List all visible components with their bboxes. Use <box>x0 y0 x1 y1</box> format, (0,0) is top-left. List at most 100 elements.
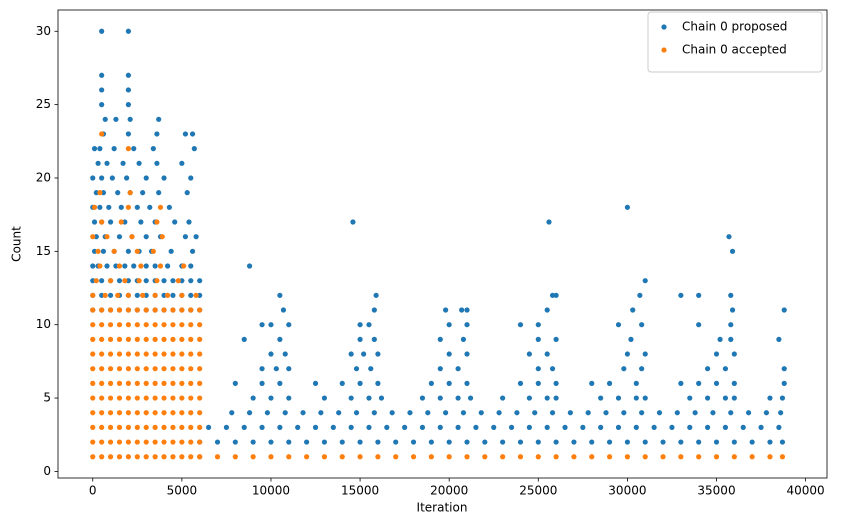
data-point <box>150 146 156 152</box>
data-point <box>428 454 434 460</box>
data-point <box>393 439 399 445</box>
data-point <box>633 424 639 430</box>
data-point <box>729 307 736 313</box>
data-point <box>90 175 96 181</box>
legend-label: Chain 0 accepted <box>682 43 787 57</box>
data-point <box>197 410 203 416</box>
data-point <box>639 410 645 416</box>
legend-marker <box>661 24 667 30</box>
data-point <box>188 395 194 401</box>
data-point <box>464 322 470 328</box>
data-point <box>125 28 131 34</box>
data-point <box>152 292 158 298</box>
data-point <box>91 204 98 210</box>
data-point <box>250 439 256 445</box>
data-point <box>598 424 604 430</box>
data-point <box>90 410 96 416</box>
data-point <box>197 351 203 357</box>
data-point <box>535 454 541 460</box>
data-point <box>348 351 354 357</box>
data-point <box>188 424 194 430</box>
data-point <box>535 322 541 328</box>
data-point <box>170 366 176 372</box>
data-point <box>107 292 114 298</box>
data-point <box>464 307 470 313</box>
data-point <box>197 322 203 328</box>
data-point <box>107 395 114 401</box>
data-point <box>116 234 123 240</box>
data-point <box>639 322 645 328</box>
data-point <box>168 248 174 254</box>
data-point <box>116 439 123 445</box>
data-point <box>189 248 196 254</box>
data-point <box>633 395 639 401</box>
data-point <box>197 307 203 313</box>
data-point <box>161 380 167 386</box>
data-point <box>491 424 497 430</box>
data-point <box>366 322 372 328</box>
data-point <box>446 439 452 445</box>
data-point <box>749 439 755 445</box>
data-point <box>366 395 372 401</box>
data-point <box>535 336 541 342</box>
data-point <box>106 204 112 210</box>
data-point <box>729 248 736 254</box>
data-point <box>312 380 319 386</box>
data-point <box>143 380 149 386</box>
data-point <box>229 410 235 416</box>
data-point <box>446 454 452 460</box>
data-point <box>134 204 140 210</box>
data-point <box>107 336 114 342</box>
data-point <box>630 307 636 313</box>
data-point <box>90 336 96 342</box>
plot-marks <box>90 28 787 460</box>
data-point <box>197 439 203 445</box>
data-point <box>639 366 645 372</box>
data-point <box>728 410 734 416</box>
data-point <box>589 454 595 460</box>
data-point <box>710 410 716 416</box>
data-point <box>179 160 185 166</box>
data-point <box>122 278 128 284</box>
data-point <box>353 410 360 416</box>
data-point <box>726 234 732 240</box>
data-point <box>553 395 559 401</box>
data-point <box>624 204 630 210</box>
data-point <box>186 219 192 225</box>
data-point <box>93 190 99 196</box>
data-point <box>197 454 203 460</box>
data-point <box>678 439 684 445</box>
data-point <box>188 307 194 313</box>
data-point <box>107 219 114 225</box>
data-point <box>124 175 130 181</box>
data-point <box>425 410 431 416</box>
data-point <box>161 366 167 372</box>
data-point <box>615 424 622 430</box>
data-point <box>286 322 292 328</box>
data-point <box>107 454 114 460</box>
data-point <box>205 424 212 430</box>
data-point <box>170 380 176 386</box>
data-point <box>535 366 541 372</box>
data-point <box>282 410 288 416</box>
data-point <box>532 410 538 416</box>
data-point <box>165 263 171 269</box>
data-point <box>459 307 465 313</box>
data-point <box>514 410 520 416</box>
data-point <box>419 424 426 430</box>
data-point <box>115 292 121 298</box>
data-point <box>749 454 755 460</box>
data-point <box>170 278 176 284</box>
data-point <box>767 395 773 401</box>
data-point <box>571 439 577 445</box>
data-point <box>464 439 470 445</box>
data-point <box>156 190 162 196</box>
data-point <box>642 395 648 401</box>
data-point <box>170 292 176 298</box>
data-point <box>116 410 123 416</box>
data-point <box>104 234 110 240</box>
data-point <box>585 410 591 416</box>
data-point <box>116 263 123 269</box>
data-point <box>188 454 194 460</box>
data-point <box>717 336 723 342</box>
